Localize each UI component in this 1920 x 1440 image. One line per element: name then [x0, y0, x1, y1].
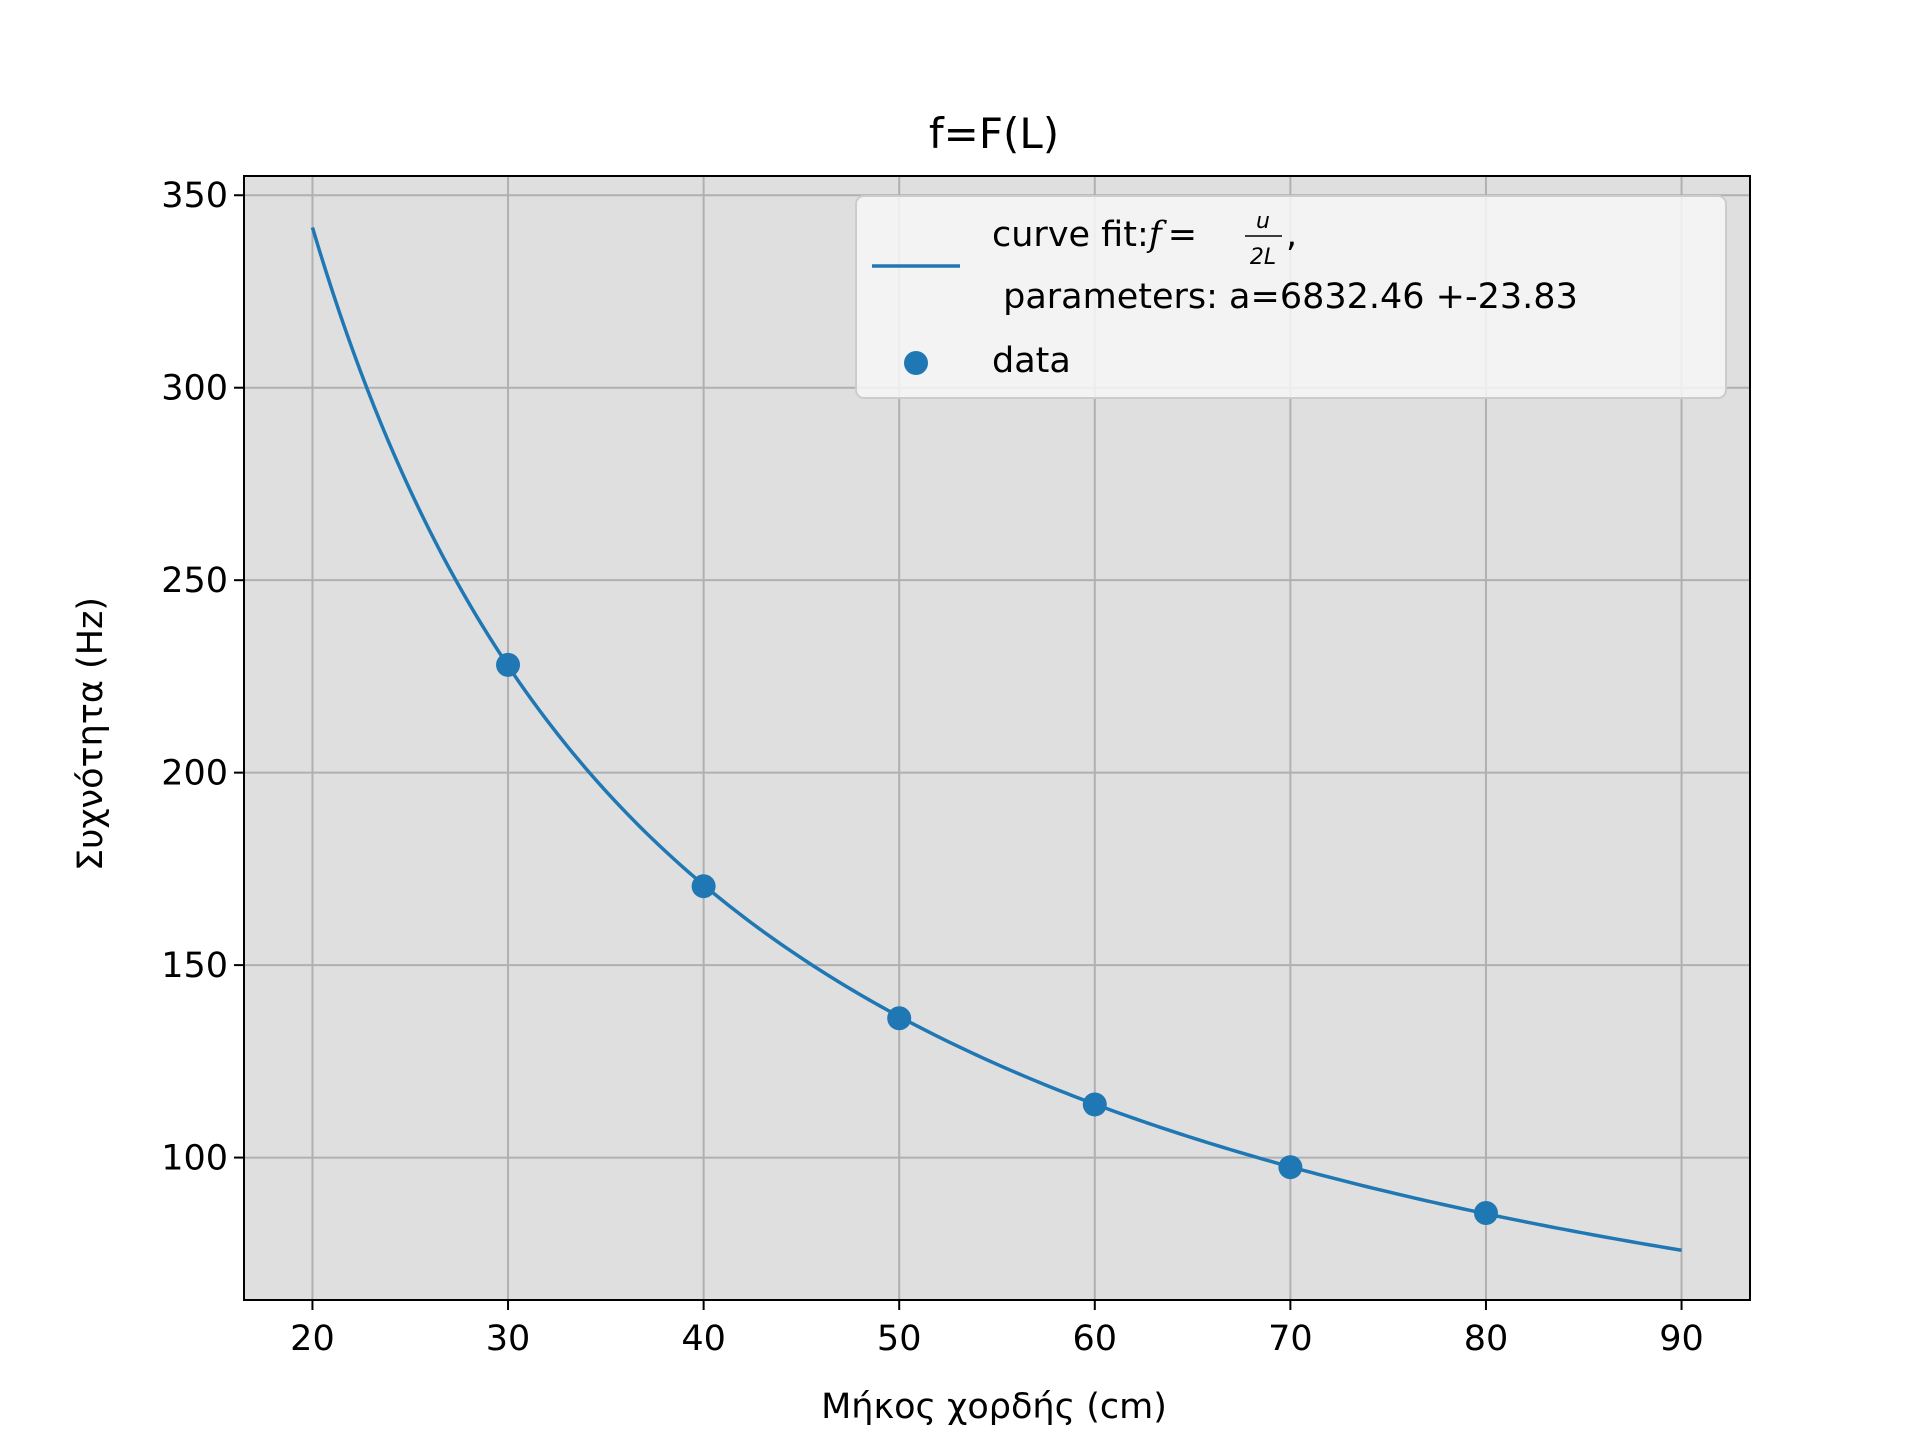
- x-tick-label: 30: [486, 1319, 531, 1359]
- x-tick-label: 50: [877, 1319, 922, 1359]
- y-tick-label: 200: [161, 754, 228, 794]
- data-point: [1473, 1201, 1498, 1226]
- x-tick-label: 40: [681, 1319, 726, 1359]
- y-tick-label: 350: [161, 176, 228, 216]
- legend-fit-numerator: u: [1256, 209, 1270, 234]
- fit-curve: [310, 226, 1682, 1253]
- y-axis-label: Συχνότητα (Hz): [71, 597, 111, 871]
- y-tick-label: 250: [161, 561, 228, 601]
- data-points: [496, 652, 1498, 1226]
- x-tick-label: 70: [1268, 1319, 1313, 1359]
- legend-fit-denominator: 2L: [1250, 245, 1276, 270]
- data-point: [1082, 1092, 1107, 1117]
- axis-ticks: 20 30 40 50 60 70 80 90 100 150 200 250 300 350: [161, 176, 1704, 1359]
- x-tick-label: 80: [1464, 1319, 1509, 1359]
- plot-frame: [243, 175, 1751, 1301]
- x-axis-label: Μήκος χορδής (cm): [821, 1387, 1167, 1427]
- legend-data-marker: [904, 351, 928, 375]
- data-point: [1278, 1155, 1303, 1180]
- legend-data-label: data: [992, 341, 1071, 381]
- x-tick-label: 20: [290, 1319, 335, 1359]
- data-point: [496, 652, 521, 677]
- y-tick-label: 300: [161, 369, 228, 409]
- x-tick-label: 90: [1659, 1319, 1704, 1359]
- y-tick-label: 100: [161, 1139, 228, 1179]
- legend-fit-eq: =: [1168, 215, 1197, 255]
- legend-box: [855, 195, 1727, 399]
- legend-fit-prefix: curve fit:: [992, 215, 1149, 255]
- x-tick-label: 60: [1073, 1319, 1118, 1359]
- legend: curve fit:f = u 2L , parameters: a=6832.4…: [855, 195, 1727, 399]
- legend-fit-parameters: parameters: a=6832.46 +-23.83: [992, 277, 1578, 317]
- data-point: [887, 1006, 912, 1031]
- chart-title: f=F(L): [929, 109, 1059, 158]
- data-point: [691, 874, 716, 899]
- legend-fit-trailing: ,: [1286, 215, 1297, 255]
- y-tick-label: 150: [161, 946, 228, 986]
